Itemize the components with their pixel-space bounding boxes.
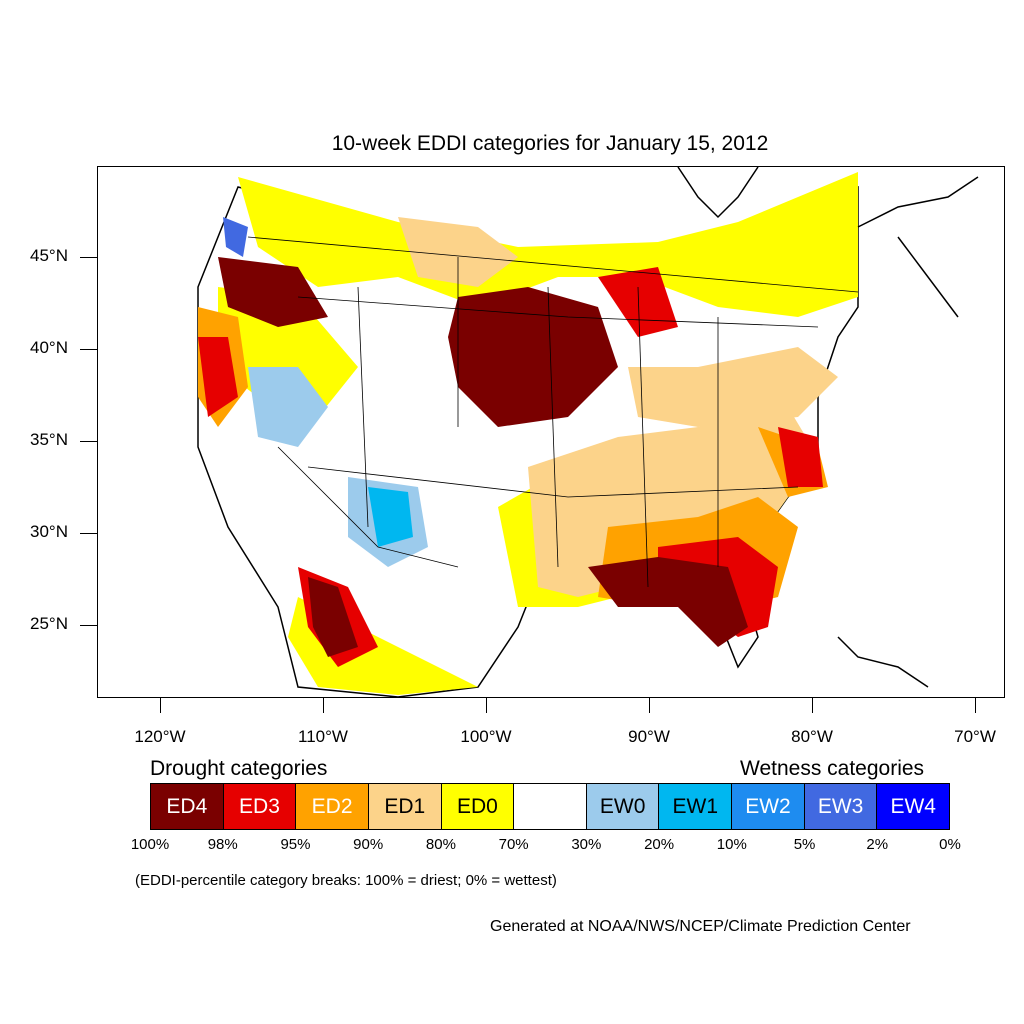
legend-break-label: 20% (644, 836, 675, 853)
lat-tick-25 (80, 625, 97, 626)
lon-tick-70 (975, 697, 976, 713)
coastlines (677, 167, 979, 688)
lat-label-35: 35°N (30, 430, 68, 449)
legend-note: (EDDI-percentile category breaks: 100% =… (135, 872, 557, 889)
map-panel (97, 166, 1005, 698)
legend-break-label: 70% (498, 836, 529, 853)
legend-break-label: 0% (939, 836, 961, 853)
ed4-areas (218, 257, 748, 657)
legend-wetness-heading: Wetness categories (740, 757, 925, 780)
legend-swatch-ed3: ED3 (223, 784, 297, 829)
legend-swatch-ed0: ED0 (441, 784, 515, 829)
lat-tick-40 (80, 349, 97, 350)
legend-break-label: 100% (130, 836, 170, 853)
legend-break-label: 2% (866, 836, 889, 853)
legend-swatch-ed2: ED2 (296, 784, 369, 829)
legend-swatch-ew4: EW4 (877, 784, 950, 829)
lon-tick-90 (649, 697, 650, 713)
map-title: 10-week EDDI categories for January 15, … (331, 132, 769, 155)
lat-tick-35 (80, 441, 97, 442)
ew-areas (223, 217, 428, 567)
legend-swatch-ew0: EW0 (586, 784, 660, 829)
lat-tick-45 (80, 257, 97, 258)
lon-label-110: 110°W (298, 727, 348, 746)
lon-tick-80 (812, 697, 813, 713)
lon-tick-120 (160, 697, 161, 713)
lat-tick-30 (80, 533, 97, 534)
legend-swatch-ew2: EW2 (732, 784, 805, 829)
lat-label-45: 45°N (30, 246, 68, 265)
legend-break-label: 95% (280, 836, 311, 853)
lat-label-30: 30°N (30, 522, 68, 541)
legend-break-label: 80% (425, 836, 456, 853)
lat-label-25: 25°N (30, 614, 68, 633)
lon-label-120: 120°W (134, 727, 186, 746)
legend-break-label: 10% (716, 836, 747, 853)
eddi-map (197, 167, 979, 697)
lon-label-90: 90°W (628, 727, 670, 746)
legend-break-label: 5% (793, 836, 816, 853)
legend-swatch-ew1: EW1 (659, 784, 733, 829)
legend-swatch-ed4: ED4 (151, 784, 224, 829)
legend-break-label: 30% (571, 836, 602, 853)
lon-tick-110 (323, 697, 324, 713)
lon-label-80: 80°W (791, 727, 833, 746)
legend-color-bar: ED4 ED3 ED2 ED1 ED0 EW0 EW1 EW2 EW3 EW4 (150, 783, 950, 830)
legend-swatch-normal (514, 784, 587, 829)
legend-break-label: 90% (353, 836, 384, 853)
legend-break-label: 98% (207, 836, 238, 853)
state-borders (247, 236, 859, 588)
legend-swatch-ed1: ED1 (368, 784, 442, 829)
legend-swatch-ew3: EW3 (804, 784, 878, 829)
lon-label-70: 70°W (954, 727, 996, 746)
lon-tick-100 (486, 697, 487, 713)
credit-line: Generated at NOAA/NWS/NCEP/Climate Predi… (490, 918, 911, 935)
lon-label-100: 100°W (460, 727, 512, 746)
legend-drought-heading: Drought categories (150, 757, 328, 780)
lat-label-40: 40°N (30, 338, 68, 357)
